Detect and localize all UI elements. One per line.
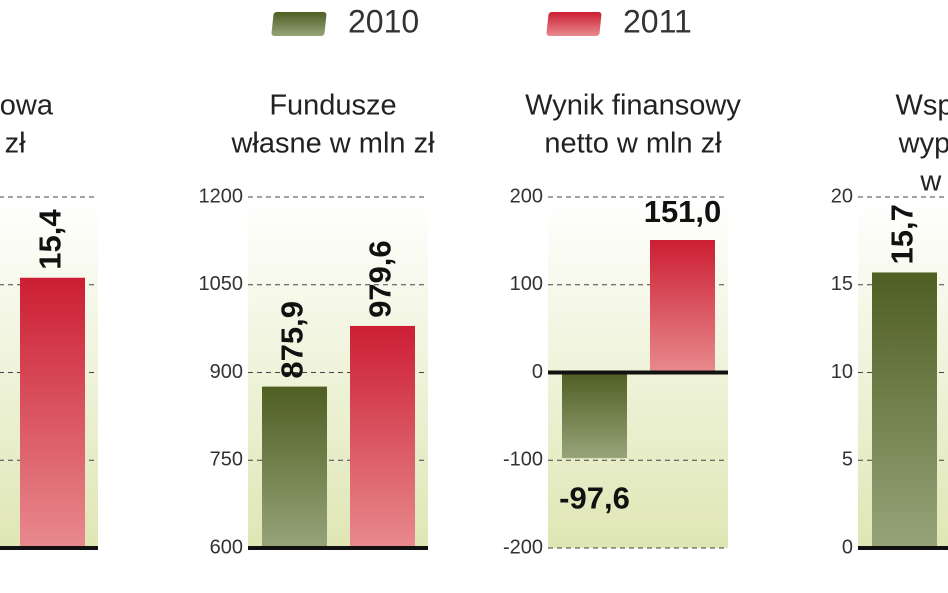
y-tick-label: 20 <box>831 185 853 207</box>
panel: ansowad zł0510152015,4 <box>0 90 98 550</box>
panel: Współc wypłac w p 0 5 10 15 20 15,7 <box>831 90 948 558</box>
panel-title: wypłac <box>898 128 948 160</box>
bar <box>262 386 327 548</box>
panel: Wynik finansowy netto w mln zł -200 -100 0 10… <box>503 90 741 559</box>
panel: Fundusze własne w mln zł 600 750 900 1050 1200… <box>199 90 436 559</box>
bar <box>872 272 937 548</box>
bar <box>20 277 85 548</box>
panel-title: Fundusze <box>269 90 396 122</box>
value-label: 151,0 <box>644 194 722 229</box>
value-label: 15,4 <box>33 209 68 270</box>
value-label: -97,6 <box>559 480 630 515</box>
y-tick-label: 10 <box>831 361 853 383</box>
panel-title: ansowa <box>0 90 54 122</box>
legend-label: 2010 <box>348 3 419 39</box>
y-tick-label: -200 <box>503 536 543 558</box>
panel-title: d zł <box>0 128 26 160</box>
bar <box>562 372 627 459</box>
legend-label: 2011 <box>623 3 692 39</box>
value-label: 979,6 <box>363 240 398 318</box>
y-tick-label: 1200 <box>199 185 244 207</box>
y-tick-label: 600 <box>210 536 243 558</box>
panel-title: netto w mln zł <box>544 128 722 160</box>
legend-swatch <box>546 12 602 36</box>
y-tick-label: 15 <box>831 273 853 295</box>
bar <box>350 325 415 548</box>
panel-title: w p <box>919 166 948 198</box>
value-label: 15,7 <box>885 204 920 264</box>
panel-title: własne w mln zł <box>230 128 435 160</box>
y-tick-label: 5 <box>842 449 853 471</box>
panel-title: Wynik finansowy <box>525 90 741 122</box>
value-label: 875,9 <box>275 301 310 379</box>
y-tick-label: 200 <box>510 185 543 207</box>
panel-title: Współc <box>895 90 948 122</box>
y-tick-label: 100 <box>510 273 543 295</box>
y-tick-label: 900 <box>210 361 243 383</box>
y-tick-label: 0 <box>532 361 543 383</box>
bar <box>650 239 715 373</box>
y-tick-label: 0 <box>842 536 853 558</box>
y-tick-label: 1050 <box>199 273 244 295</box>
y-tick-label: 750 <box>210 449 243 471</box>
y-tick-label: -100 <box>503 449 543 471</box>
legend-swatch <box>271 12 327 36</box>
